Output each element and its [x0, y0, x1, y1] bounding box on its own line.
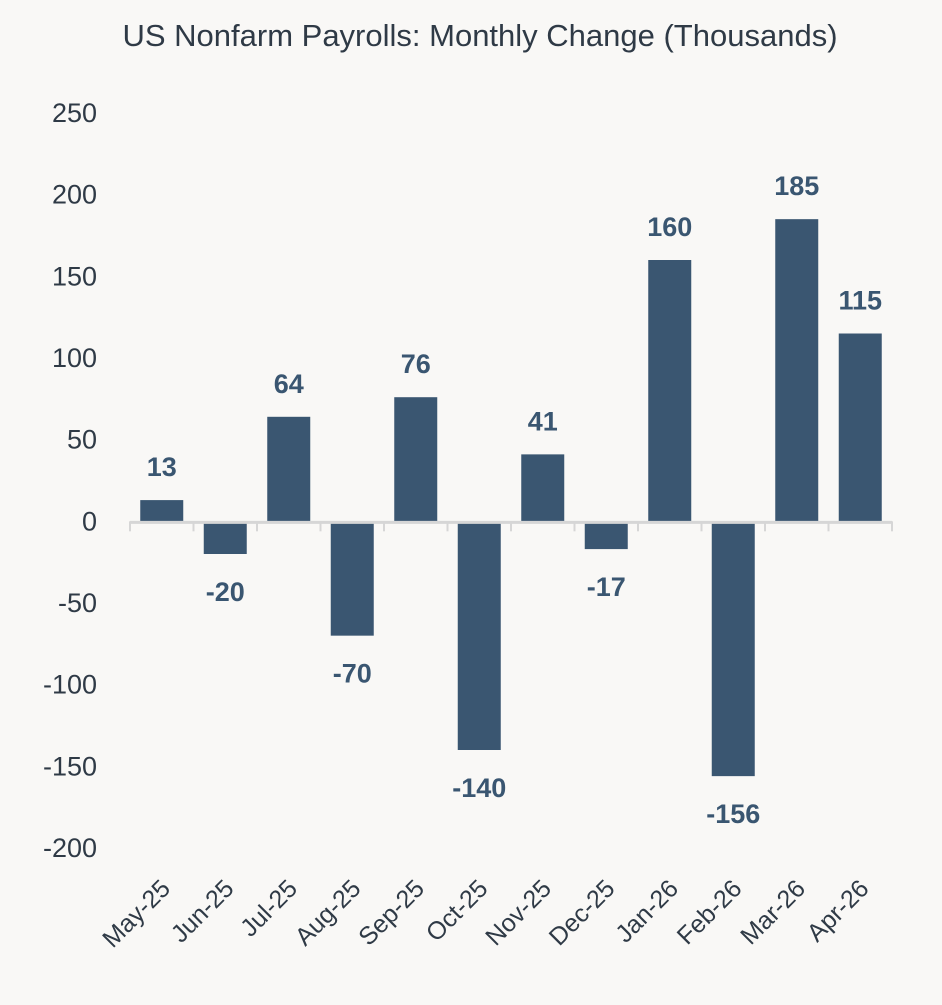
data-label: 64	[274, 369, 304, 399]
bar-apr-26	[838, 333, 882, 522]
bar-sep-25	[394, 397, 438, 522]
chart-title: US Nonfarm Payrolls: Monthly Change (Tho…	[122, 18, 837, 53]
bar-jun-25	[203, 521, 247, 554]
data-label: -70	[333, 659, 372, 689]
x-tick-label: Nov-25	[480, 874, 557, 951]
data-label: -140	[452, 773, 506, 803]
x-tick-label: Oct-25	[421, 874, 494, 947]
bar-feb-26	[711, 521, 755, 777]
y-axis: 250 200 150 100 50 0 -50 -100 -150 -200	[43, 98, 97, 863]
bar-nov-25	[521, 454, 565, 522]
x-tick-label: Sep-25	[353, 874, 430, 951]
x-tick-label: Dec-25	[544, 874, 621, 951]
bar-jan-26	[648, 260, 692, 522]
bar-may-25	[140, 500, 184, 522]
y-tick-label: -50	[58, 588, 97, 618]
data-label: -20	[206, 577, 245, 607]
x-tick-label: Jan-26	[610, 874, 684, 948]
y-tick-label: 100	[52, 343, 97, 373]
data-label: 185	[774, 171, 819, 201]
data-label: -156	[706, 799, 760, 829]
data-label: 13	[147, 452, 177, 482]
y-tick-label: 50	[67, 425, 97, 455]
bar-mar-26	[775, 219, 819, 522]
y-tick-label: 0	[82, 506, 97, 536]
data-label: 115	[838, 286, 882, 316]
bar-dec-25	[584, 521, 628, 550]
x-tick-label: Apr-26	[802, 874, 875, 947]
data-label: 76	[401, 349, 431, 379]
bars-group	[140, 219, 882, 777]
x-tick-label: May-25	[97, 874, 176, 953]
y-tick-label: 200	[52, 180, 97, 210]
data-label: -17	[587, 572, 626, 602]
y-tick-label: 250	[52, 98, 97, 128]
data-label: 41	[528, 406, 558, 436]
bar-aug-25	[330, 521, 374, 636]
data-label: 160	[647, 212, 692, 242]
x-tick-label: Feb-26	[672, 874, 748, 950]
y-tick-label: -150	[43, 751, 97, 781]
x-tick-label: Aug-25	[290, 874, 367, 951]
x-tick-label: Mar-26	[735, 874, 811, 950]
y-tick-label: -200	[43, 833, 97, 863]
x-tick-label: Jun-25	[166, 874, 240, 948]
y-tick-label: 150	[52, 261, 97, 291]
data-labels-group: 13 -20 64 -70 76 -140 41 -17 160 -156 185 115	[147, 171, 882, 829]
bar-oct-25	[457, 521, 501, 750]
bar-jul-25	[267, 416, 311, 522]
y-tick-label: -100	[43, 670, 97, 700]
